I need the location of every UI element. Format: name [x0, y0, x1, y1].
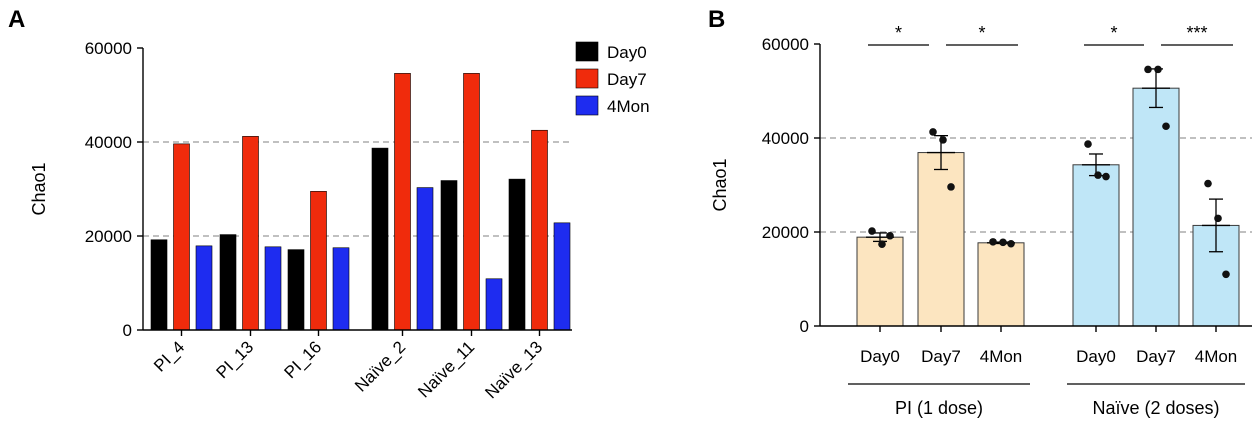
- a-x-tick-label: Naïve_13: [481, 337, 546, 402]
- a-legend-swatch: [575, 41, 599, 62]
- a-legend-swatch: [575, 95, 599, 116]
- panel-a-letter: A: [8, 6, 25, 33]
- b-group-label: Naïve (2 doses): [1092, 398, 1219, 418]
- b-x-tick-label: Day7: [1136, 347, 1176, 366]
- a-x-tick-label: PI_4: [150, 337, 188, 375]
- a-legend-label: Day7: [607, 70, 647, 89]
- b-data-point: [1204, 179, 1212, 188]
- b-data-point: [929, 128, 937, 136]
- panel-a-chart: 0 20000 40000 60000 Chao1 PI_4 PI_13 PI_16 Naï…: [29, 39, 650, 402]
- b-y-tick-label: 20000: [762, 223, 809, 242]
- b-data-point: [1154, 65, 1162, 74]
- b-bar: [917, 152, 965, 327]
- a-x-tick-label: Naïve_2: [351, 337, 409, 395]
- a-gridlines: [143, 141, 572, 237]
- b-y-ticks: 0 20000 40000 60000: [762, 35, 820, 336]
- b-data-point: [878, 240, 886, 249]
- b-data-point: [939, 136, 947, 144]
- b-data-point: [886, 231, 894, 240]
- a-bars: [150, 73, 571, 331]
- panel-b-letter: B: [708, 6, 725, 33]
- b-data-point: [1222, 270, 1230, 279]
- a-legend: Day0 Day7 4Mon: [575, 41, 650, 116]
- a-legend-label: Day0: [607, 43, 647, 62]
- b-significance-label: *: [978, 23, 985, 43]
- b-x-tick-label: 4Mon: [1195, 347, 1238, 366]
- a-legend-swatch: [575, 68, 599, 89]
- b-data-point: [868, 227, 876, 235]
- a-bar: [463, 73, 480, 331]
- a-x-tick-label: Naïve_11: [414, 337, 478, 401]
- a-y-tick-label: 0: [123, 321, 132, 340]
- b-y-axis-title: Chao1: [710, 158, 730, 211]
- a-bar: [416, 187, 434, 331]
- b-data-point: [1162, 122, 1170, 131]
- a-bar: [310, 191, 327, 331]
- b-x-tick-label: Day7: [921, 347, 961, 366]
- a-bar: [332, 247, 350, 331]
- b-data-point: [1007, 239, 1015, 248]
- a-x-labels: PI_4 PI_13 PI_16 Naïve_2 Naïve_11 Naïve_13: [150, 330, 546, 402]
- b-data-point: [999, 238, 1007, 247]
- b-data-point: [1094, 171, 1102, 179]
- b-y-tick-label: 40000: [762, 129, 809, 148]
- a-x-tick-label: PI_13: [212, 337, 257, 382]
- b-y-tick-label: 0: [800, 317, 809, 336]
- a-bar: [287, 249, 305, 331]
- a-bar: [195, 245, 213, 331]
- a-y-ticks: 0 20000 40000 60000: [85, 39, 143, 340]
- b-x-tick-label: Day0: [1076, 347, 1116, 366]
- a-bar: [531, 129, 548, 331]
- b-significance: * * * ***: [868, 23, 1233, 46]
- a-legend-label: 4Mon: [607, 97, 650, 116]
- a-bar: [219, 234, 237, 331]
- b-data-point: [1102, 172, 1110, 181]
- b-bar: [856, 236, 904, 327]
- a-y-tick-label: 40000: [85, 133, 132, 152]
- a-y-axis-title: Chao1: [29, 162, 49, 215]
- a-bar: [553, 222, 571, 331]
- a-bar: [264, 246, 282, 331]
- b-data-point: [947, 183, 955, 191]
- b-group-label: PI (1 dose): [895, 398, 983, 418]
- b-x-tick-label: Day0: [860, 347, 900, 366]
- a-x-tick-label: PI_16: [280, 337, 325, 382]
- b-y-tick-label: 60000: [762, 35, 809, 54]
- a-bar: [440, 180, 458, 331]
- b-group-labels: PI (1 dose) Naïve (2 doses): [848, 383, 1245, 418]
- b-data-point: [1214, 214, 1222, 223]
- b-bar: [1072, 164, 1120, 327]
- a-bar: [508, 178, 526, 331]
- b-significance-label: *: [1110, 23, 1117, 43]
- b-data-point: [989, 238, 997, 246]
- a-bar: [173, 143, 190, 331]
- b-bars: [856, 65, 1240, 327]
- a-bar: [485, 278, 503, 331]
- a-bar: [150, 239, 168, 331]
- b-bar: [977, 242, 1025, 327]
- a-y-tick-label: 20000: [85, 227, 132, 246]
- b-significance-label: *: [895, 23, 902, 43]
- a-y-tick-label: 60000: [85, 39, 132, 58]
- b-bar: [1132, 87, 1180, 327]
- b-gridlines: [820, 137, 1252, 233]
- a-bar: [371, 147, 389, 331]
- b-x-labels: Day0 Day7 4Mon Day0 Day7 4Mon: [860, 326, 1237, 366]
- b-data-point: [1144, 65, 1152, 74]
- a-bar: [242, 136, 259, 331]
- a-bar: [394, 73, 411, 331]
- b-significance-label: ***: [1186, 23, 1207, 43]
- b-x-tick-label: 4Mon: [980, 347, 1023, 366]
- b-data-point: [1084, 140, 1092, 148]
